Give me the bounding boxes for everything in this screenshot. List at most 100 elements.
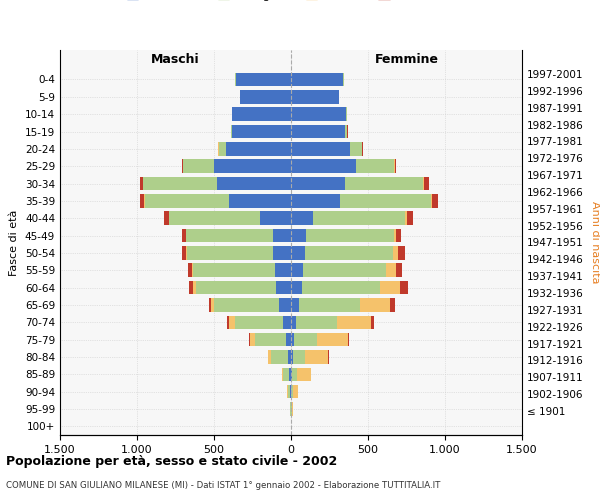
Bar [345, 124, 347, 138]
Bar [291, 142, 350, 156]
Bar [296, 316, 337, 329]
Bar [273, 246, 291, 260]
Bar [169, 212, 260, 225]
Bar [282, 368, 283, 381]
Text: Femmine: Femmine [374, 52, 439, 66]
Bar [400, 281, 408, 294]
Bar [236, 72, 291, 86]
Bar [291, 160, 356, 173]
Text: Maschi: Maschi [151, 52, 200, 66]
Bar [240, 90, 291, 104]
Bar [398, 246, 405, 260]
Bar [299, 298, 359, 312]
Bar [235, 316, 283, 329]
Bar [272, 229, 291, 242]
Bar [294, 333, 317, 346]
Bar [211, 298, 214, 312]
Bar [193, 281, 196, 294]
Bar [291, 229, 307, 242]
Bar [186, 229, 272, 242]
Bar [397, 229, 401, 242]
Bar [214, 298, 278, 312]
Bar [291, 108, 346, 121]
Bar [291, 246, 305, 260]
Bar [405, 212, 407, 225]
Bar [275, 281, 291, 294]
Bar [346, 108, 347, 121]
Bar [291, 350, 293, 364]
Bar [145, 194, 229, 207]
Bar [305, 246, 392, 260]
Bar [182, 246, 186, 260]
Bar [289, 368, 291, 381]
Bar [347, 333, 349, 346]
Bar [255, 333, 286, 346]
Bar [317, 333, 347, 346]
Bar [290, 385, 291, 398]
Bar [288, 350, 291, 364]
Bar [291, 316, 296, 329]
Bar [286, 333, 291, 346]
Bar [188, 264, 191, 277]
Bar [185, 229, 186, 242]
Bar [305, 350, 328, 364]
Bar [291, 264, 304, 277]
Bar [291, 368, 292, 381]
Bar [218, 142, 226, 156]
Bar [229, 194, 291, 207]
Bar [291, 177, 345, 190]
Bar [268, 350, 271, 364]
Bar [291, 212, 313, 225]
Bar [337, 316, 371, 329]
Bar [424, 177, 429, 190]
Bar [193, 264, 275, 277]
Bar [407, 212, 413, 225]
Bar [302, 281, 380, 294]
Bar [371, 316, 374, 329]
Bar [304, 264, 386, 277]
Bar [292, 402, 293, 416]
Bar [391, 298, 395, 312]
Bar [164, 212, 169, 225]
Bar [191, 264, 193, 277]
Bar [182, 229, 185, 242]
Bar [291, 90, 339, 104]
Bar [288, 385, 290, 398]
Bar [359, 298, 391, 312]
Bar [231, 124, 232, 138]
Bar [232, 124, 291, 138]
Bar [395, 160, 396, 173]
Bar [140, 194, 145, 207]
Y-axis label: Anni di nascita: Anni di nascita [590, 201, 600, 284]
Bar [140, 177, 143, 190]
Bar [188, 281, 193, 294]
Bar [292, 385, 293, 398]
Bar [291, 333, 294, 346]
Bar [143, 177, 217, 190]
Legend: Celibi/Nubili, Coniugati/e, Vedovi/e, Divorziati/e: Celibi/Nubili, Coniugati/e, Vedovi/e, Di… [122, 0, 460, 5]
Bar [278, 298, 291, 312]
Bar [214, 160, 291, 173]
Bar [232, 108, 291, 121]
Bar [291, 124, 345, 138]
Bar [186, 246, 187, 260]
Text: Popolazione per età, sesso e stato civile - 2002: Popolazione per età, sesso e stato civil… [6, 455, 337, 468]
Bar [293, 350, 305, 364]
Bar [297, 368, 311, 381]
Bar [283, 368, 289, 381]
Bar [250, 333, 255, 346]
Bar [209, 298, 211, 312]
Bar [229, 316, 235, 329]
Bar [283, 316, 291, 329]
Bar [328, 350, 329, 364]
Bar [260, 212, 291, 225]
Bar [291, 72, 343, 86]
Bar [226, 142, 291, 156]
Bar [396, 264, 402, 277]
Bar [275, 264, 291, 277]
Bar [386, 264, 396, 277]
Bar [345, 177, 424, 190]
Bar [291, 298, 299, 312]
Bar [287, 385, 288, 398]
Y-axis label: Fasce di età: Fasce di età [10, 210, 19, 276]
